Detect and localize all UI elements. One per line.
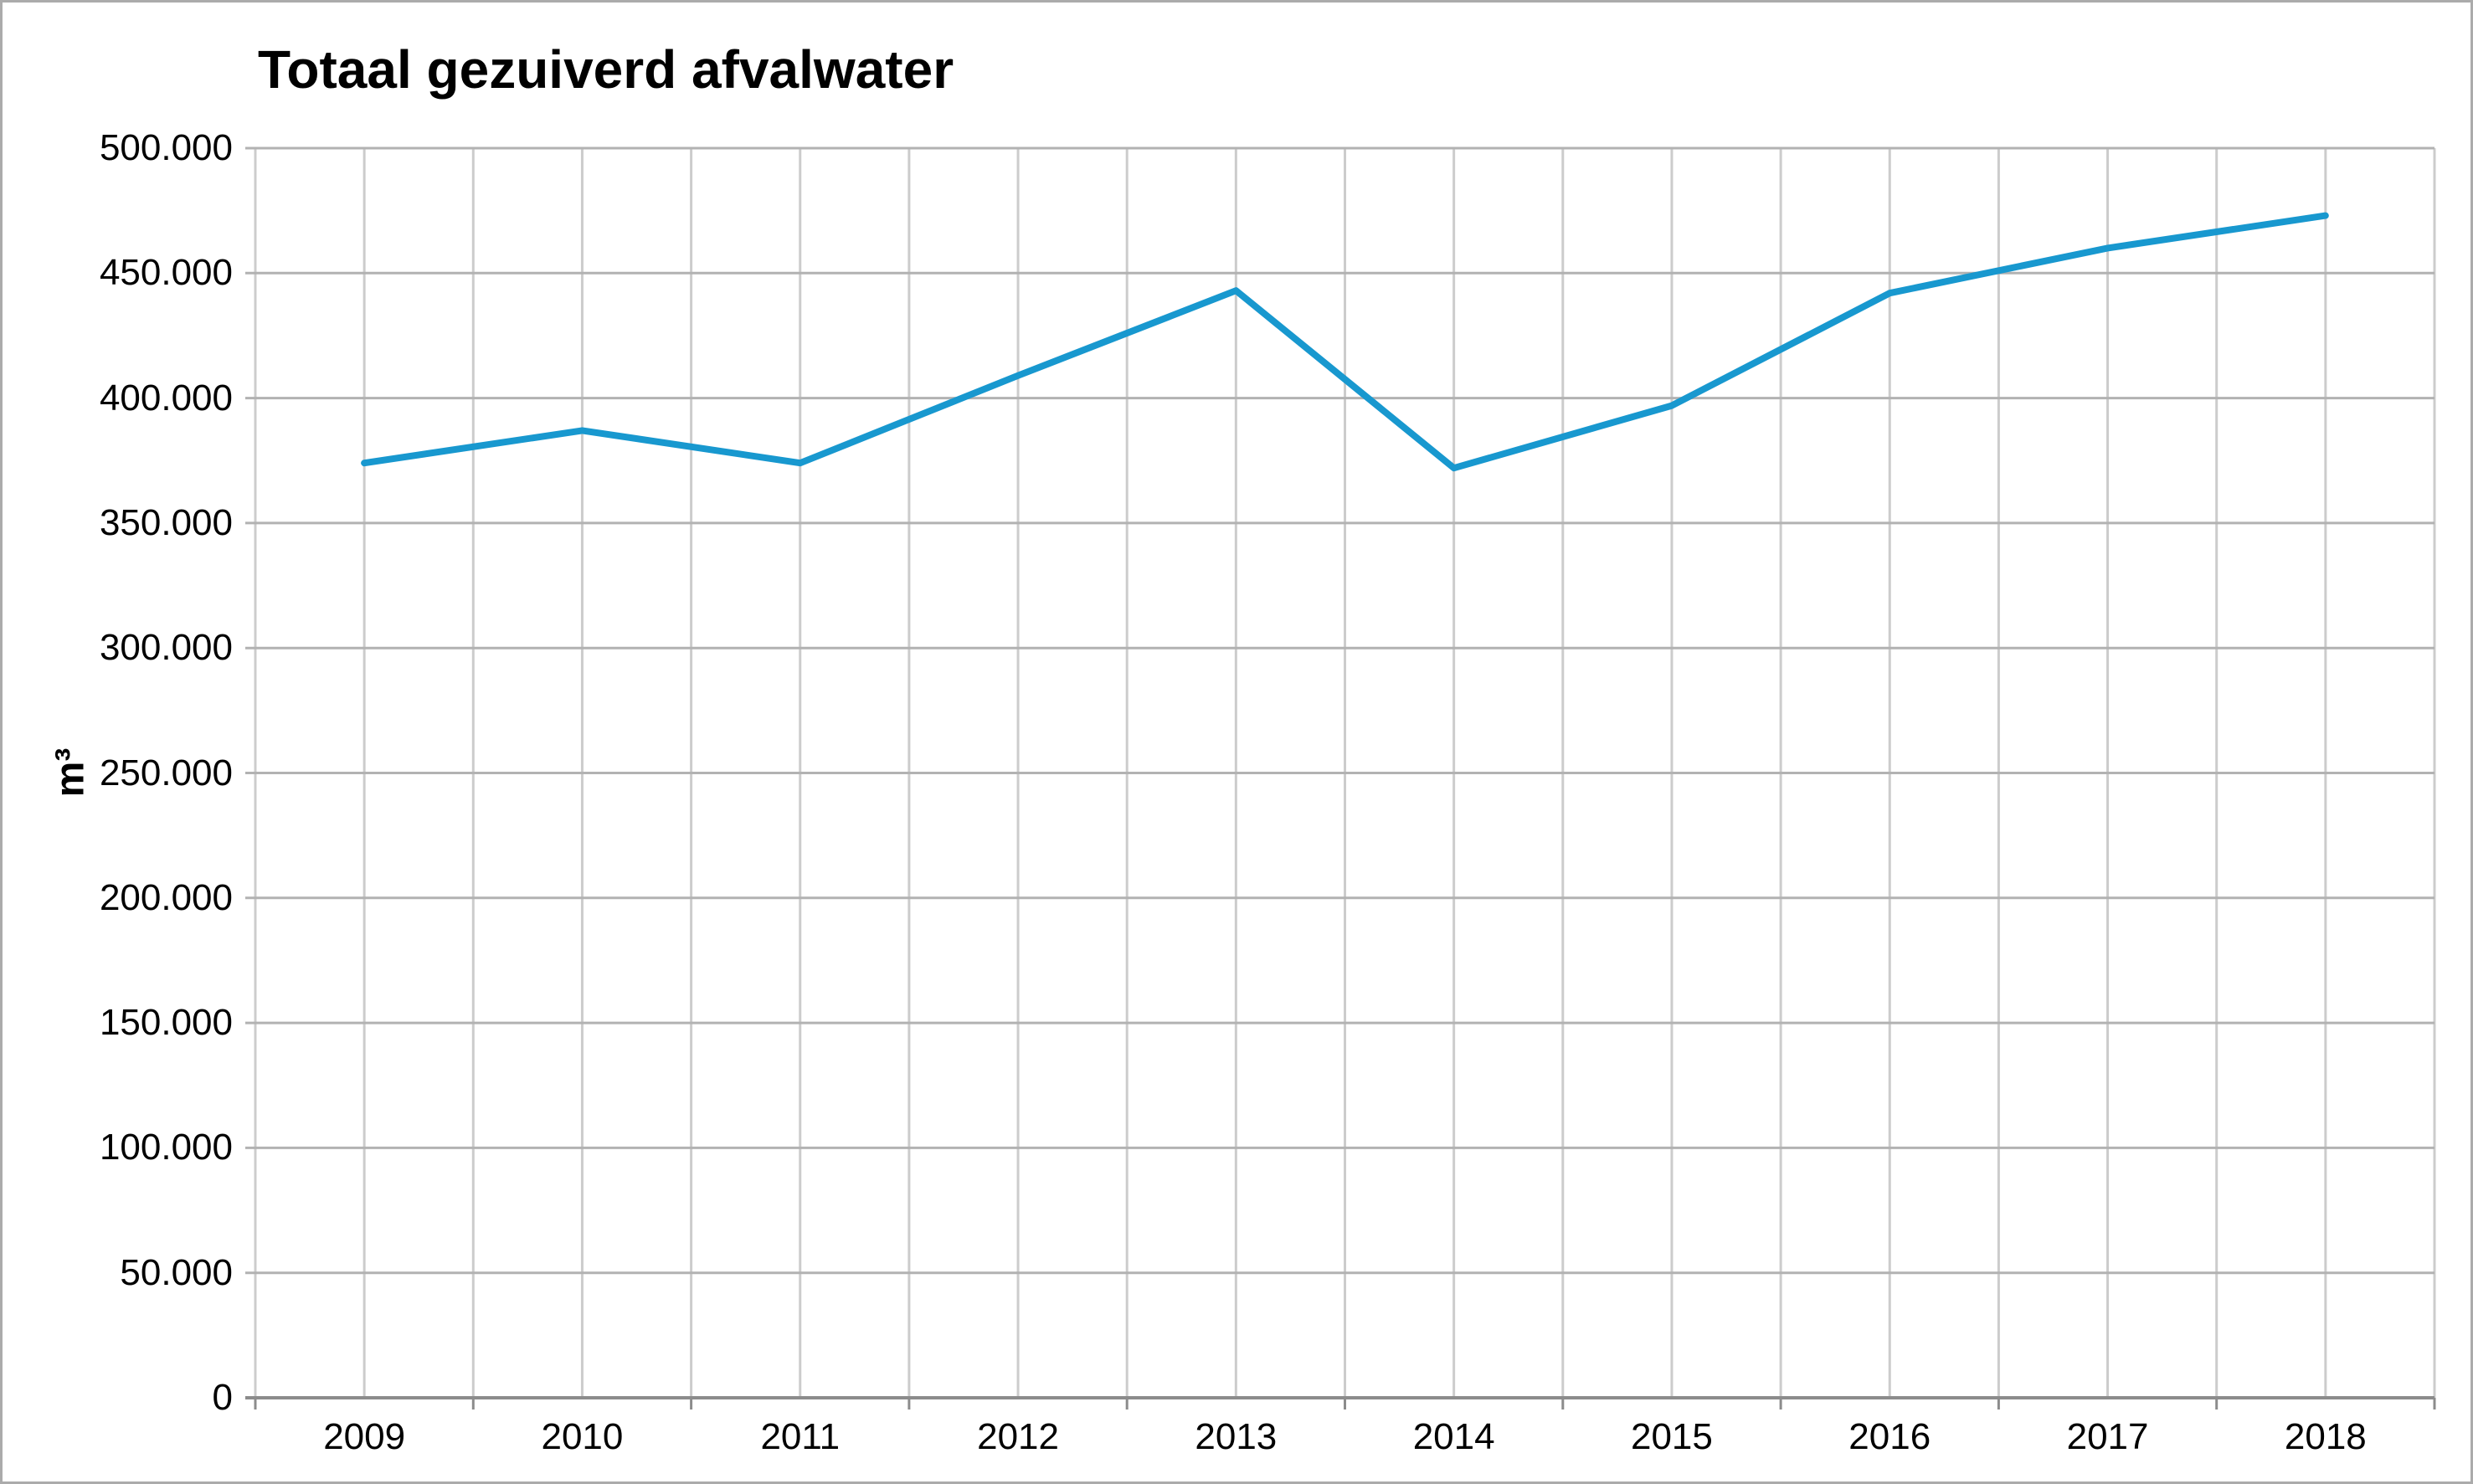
y-tick-label: 0 (212, 1377, 233, 1418)
y-tick-label: 250.000 (99, 752, 233, 793)
y-tick-label: 400.000 (99, 377, 233, 418)
y-tick-label: 200.000 (99, 876, 233, 918)
chart-title: Totaal gezuiverd afvalwater (258, 39, 954, 100)
x-tick-label: 2013 (1195, 1416, 1278, 1457)
y-tick-label: 50.000 (120, 1251, 233, 1293)
y-tick-label: 500.000 (99, 127, 233, 168)
x-tick-label: 2010 (541, 1416, 624, 1457)
y-tick-label: 300.000 (99, 627, 233, 669)
x-tick-label: 2014 (1412, 1416, 1495, 1457)
x-tick-label: 2011 (760, 1416, 841, 1457)
y-tick-label: 450.000 (99, 252, 233, 294)
x-tick-label: 2017 (2066, 1416, 2149, 1457)
y-tick-label: 100.000 (99, 1127, 233, 1168)
x-tick-label: 2012 (977, 1416, 1059, 1457)
series-line (361, 212, 2329, 472)
x-tick-label: 2009 (323, 1416, 406, 1457)
x-tick-label: 2016 (1848, 1416, 1931, 1457)
y-tick-label: 350.000 (99, 501, 233, 543)
y-tick-label: 150.000 (99, 1002, 233, 1044)
x-tick-label: 2015 (1630, 1416, 1713, 1457)
x-tick-label: 2018 (2284, 1416, 2367, 1457)
